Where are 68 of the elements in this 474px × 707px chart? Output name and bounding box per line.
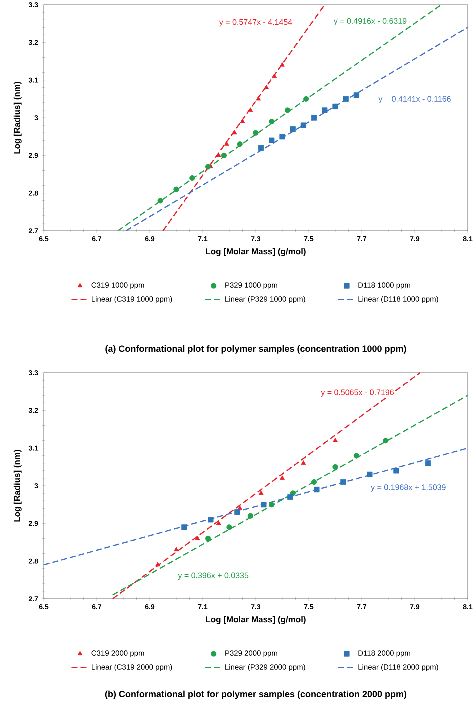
y-axis-title: Log [Radius] (nm) bbox=[14, 450, 22, 522]
annotation: y = 0.4916x - 0.6319 bbox=[334, 18, 407, 26]
point bbox=[354, 453, 360, 459]
point bbox=[155, 562, 160, 567]
point bbox=[304, 96, 310, 102]
point bbox=[383, 438, 389, 444]
point bbox=[284, 108, 291, 114]
point bbox=[394, 468, 400, 474]
point bbox=[280, 134, 286, 140]
point bbox=[311, 115, 318, 121]
point bbox=[301, 460, 306, 465]
annotation: y = 0.4141x - 0.1166 bbox=[378, 96, 451, 104]
point bbox=[333, 438, 338, 442]
point bbox=[343, 96, 349, 102]
point bbox=[322, 108, 328, 114]
point bbox=[300, 122, 306, 128]
x-axis-title: Log [Molar Mass] (g/mol) bbox=[206, 248, 306, 256]
point bbox=[205, 536, 212, 542]
point bbox=[248, 108, 254, 112]
point bbox=[240, 118, 246, 124]
point bbox=[314, 486, 320, 493]
point bbox=[216, 520, 222, 526]
text: (b) Conformational plot for polymer samples (concentration 2000 ppm) bbox=[105, 690, 407, 700]
point bbox=[174, 547, 179, 552]
point bbox=[272, 74, 277, 78]
y-axis-title: Log [Radius] (nm) bbox=[14, 82, 22, 154]
point bbox=[208, 517, 214, 523]
point bbox=[354, 92, 360, 98]
point bbox=[332, 464, 338, 470]
annotation: y = 0.396x + 0.0335 bbox=[178, 572, 249, 580]
point bbox=[269, 502, 275, 508]
point bbox=[269, 118, 275, 125]
point bbox=[258, 145, 264, 151]
annotation: y = 0.5065x - 0.7196 bbox=[321, 390, 394, 397]
point bbox=[290, 126, 296, 132]
point bbox=[224, 142, 230, 146]
point bbox=[269, 138, 275, 144]
point bbox=[195, 536, 200, 540]
point bbox=[280, 62, 285, 67]
point bbox=[182, 524, 188, 530]
point bbox=[221, 152, 227, 158]
point bbox=[311, 479, 318, 486]
point bbox=[425, 460, 432, 466]
point bbox=[253, 130, 259, 136]
point bbox=[264, 85, 270, 90]
point bbox=[158, 198, 164, 204]
point bbox=[367, 472, 373, 478]
annotation: y = 0.1968x + 1.5039 bbox=[371, 484, 446, 492]
point bbox=[216, 152, 222, 158]
point bbox=[248, 513, 254, 519]
text: (a) Conformational plot for polymer samples (concentration 1000 ppm) bbox=[106, 345, 406, 354]
point bbox=[332, 104, 338, 110]
point bbox=[226, 524, 232, 530]
point bbox=[205, 164, 212, 170]
point bbox=[190, 175, 196, 182]
point bbox=[237, 142, 243, 148]
point bbox=[261, 502, 267, 508]
point bbox=[280, 476, 285, 480]
point bbox=[288, 494, 294, 500]
point bbox=[232, 130, 238, 135]
point bbox=[256, 96, 262, 101]
x-axis-title: Log [Molar Mass] (g/mol) bbox=[206, 616, 306, 624]
point bbox=[258, 490, 264, 496]
annotation: y = 0.5747x - 4.1454 bbox=[219, 19, 292, 27]
point bbox=[238, 506, 243, 510]
point bbox=[174, 186, 180, 192]
point bbox=[234, 510, 240, 516]
point bbox=[340, 479, 346, 486]
